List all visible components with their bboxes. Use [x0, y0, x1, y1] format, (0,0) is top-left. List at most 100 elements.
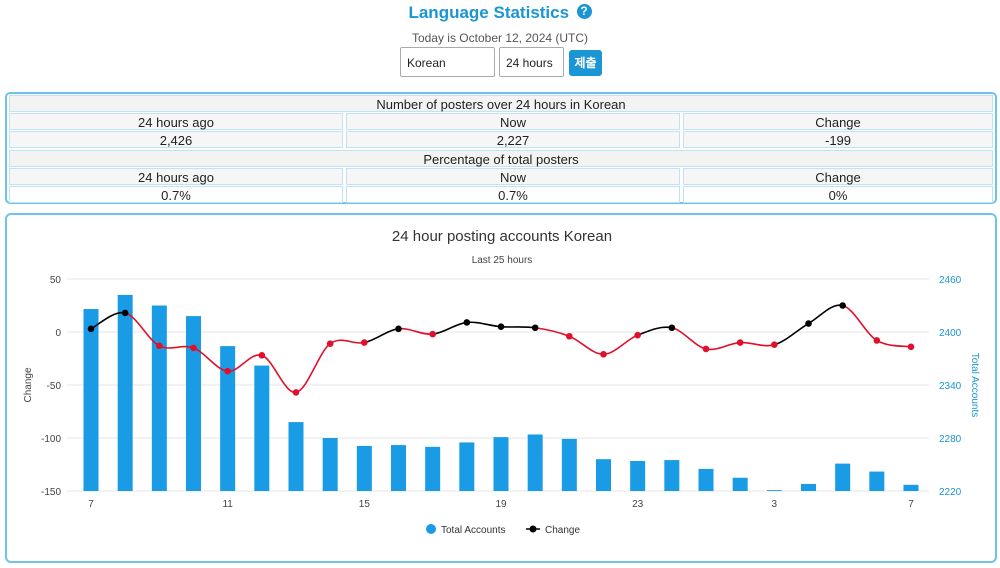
y-left-label: Change [23, 367, 34, 402]
change-point[interactable] [668, 324, 676, 332]
bar-total-accounts[interactable] [835, 463, 851, 491]
today-date: Today is October 12, 2024 (UTC) [411, 31, 589, 45]
x-tick-label: 7 [88, 499, 94, 510]
change-point[interactable] [805, 320, 812, 327]
bar-total-accounts[interactable] [664, 460, 680, 491]
change-line-segment [569, 335, 604, 356]
legend[interactable]: Total Accounts Change [426, 524, 580, 536]
x-ticks: 7 11 15 19 23 3 7 [88, 499, 914, 510]
percent-value-row: 0.7% 0.7% 0% [9, 186, 993, 203]
change-point[interactable] [361, 339, 368, 346]
y-left-tick: -150 [41, 487, 61, 498]
change-point[interactable] [634, 331, 641, 339]
change-point[interactable] [771, 341, 778, 349]
bar-total-accounts[interactable] [561, 438, 577, 491]
bar-total-accounts[interactable] [322, 438, 338, 491]
percent-value-change: 0% [683, 186, 993, 203]
bar-total-accounts[interactable] [527, 434, 543, 491]
value-now: 2,227 [346, 131, 680, 148]
change-line-segments [90, 304, 912, 394]
change-point[interactable] [736, 339, 744, 346]
bar-total-accounts[interactable] [698, 468, 714, 491]
bar-total-accounts[interactable] [766, 490, 782, 491]
posters-value-row: 2,426 2,227 -199 [9, 131, 993, 148]
y-right-tick: 2460 [939, 275, 962, 286]
percent-value-now: 0.7% [346, 186, 680, 203]
value-change: -199 [683, 131, 993, 148]
change-point[interactable] [224, 367, 231, 375]
period-input[interactable]: 24 hours [499, 47, 564, 77]
change-line-segment [740, 341, 775, 347]
bar-total-accounts[interactable] [356, 445, 372, 491]
bar-total-accounts[interactable] [391, 445, 406, 491]
legend-change[interactable]: Change [545, 525, 580, 536]
y-left-ticks: 50 0 -50 -100 -150 [41, 275, 61, 498]
help-icon[interactable]: ? [576, 4, 592, 19]
bar-total-accounts[interactable] [254, 365, 270, 491]
change-point[interactable] [497, 323, 505, 330]
bar-total-accounts[interactable] [801, 483, 816, 491]
chart-panel: 24 hour posting accounts Korean Last 25 … [5, 213, 997, 563]
change-point[interactable] [121, 309, 129, 317]
change-point[interactable] [395, 325, 402, 333]
header-now: Now [346, 113, 680, 130]
change-point[interactable] [292, 389, 300, 396]
y-left-tick: 50 [50, 275, 62, 286]
change-point[interactable] [839, 302, 846, 309]
change-point[interactable] [702, 345, 710, 353]
change-point[interactable] [531, 324, 539, 332]
change-point[interactable] [907, 343, 915, 351]
y-right-tick: 2400 [939, 328, 962, 339]
change-point[interactable] [429, 330, 436, 338]
change-point[interactable] [600, 350, 607, 358]
bar-total-accounts[interactable] [903, 484, 919, 491]
chart-svg: 24 hour posting accounts Korean Last 25 … [23, 228, 980, 536]
bar-total-accounts[interactable] [220, 346, 236, 491]
change-point[interactable] [156, 342, 163, 350]
y-right-tick: 2340 [939, 381, 962, 392]
bar-total-accounts[interactable] [425, 446, 441, 491]
bar-total-accounts[interactable] [869, 471, 885, 491]
chart-title: 24 hour posting accounts Korean [392, 228, 612, 245]
change-point[interactable] [566, 332, 573, 340]
change-line-segment [603, 334, 638, 356]
y-right-label: Total Accounts [969, 353, 980, 417]
bar-total-accounts[interactable] [630, 460, 646, 491]
y-left-tick: -100 [41, 434, 61, 445]
change-point[interactable] [326, 340, 334, 347]
bar-total-accounts[interactable] [117, 294, 133, 491]
x-tick-label: 7 [908, 499, 914, 510]
legend-bar-marker [426, 524, 436, 534]
change-line-segment [329, 339, 365, 345]
change-point[interactable] [873, 337, 881, 344]
chart-subtitle: Last 25 hours [472, 255, 533, 266]
percent-value-24h-ago: 0.7% [9, 186, 343, 203]
change-line-segment [398, 327, 433, 335]
percent-header-now: Now [346, 168, 680, 185]
percent-header-change: Change [683, 168, 993, 185]
change-line-segment [842, 304, 878, 342]
y-right-tick: 2280 [939, 434, 962, 445]
bar-total-accounts[interactable] [459, 442, 475, 491]
legend-total-accounts[interactable]: Total Accounts [441, 525, 505, 536]
y-right-tick: 2220 [939, 487, 962, 498]
bar-total-accounts[interactable] [288, 422, 304, 491]
change-line-segment [500, 325, 536, 329]
language-input[interactable]: Korean [400, 47, 495, 77]
bar-total-accounts[interactable] [151, 305, 167, 492]
y-right-ticks: 2460 2400 2340 2280 2220 [939, 275, 962, 498]
x-tick-label: 11 [222, 499, 233, 510]
bar-total-accounts[interactable] [493, 437, 509, 491]
stats-table: Number of posters over 24 hours in Korea… [5, 92, 997, 204]
bar-total-accounts[interactable] [596, 459, 611, 491]
change-point[interactable] [87, 325, 95, 333]
change-point[interactable] [258, 352, 266, 359]
x-tick-label: 23 [632, 499, 644, 510]
change-point[interactable] [190, 344, 197, 352]
page-header: Language Statistics ? [0, 3, 1000, 23]
bar-total-accounts[interactable] [732, 477, 748, 491]
bar-total-accounts[interactable] [186, 316, 201, 491]
bar-total-accounts[interactable] [83, 309, 99, 491]
submit-button[interactable]: 제출 [569, 50, 602, 76]
change-point[interactable] [463, 319, 471, 326]
